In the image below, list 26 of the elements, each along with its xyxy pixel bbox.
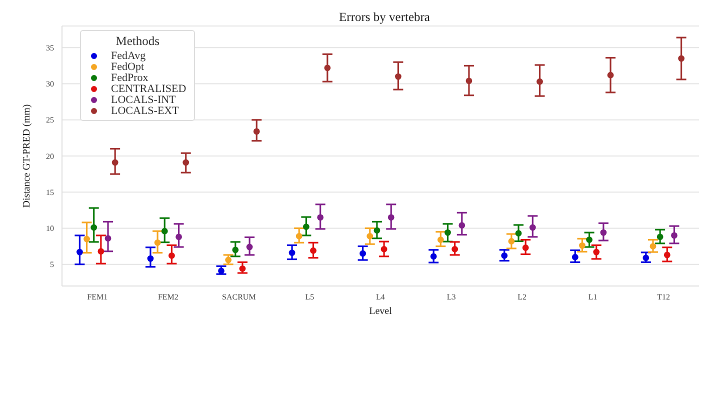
y-tick-label: 10 [46, 224, 54, 234]
y-tick-label: 20 [46, 152, 54, 161]
x-tick-label: FEM2 [158, 292, 178, 302]
x-tick-label: L4 [376, 292, 385, 302]
y-tick-label: 15 [46, 188, 54, 197]
x-tick-label: L2 [518, 292, 526, 302]
x-tick-label: SACRUM [222, 292, 256, 302]
y-tick-label: 35 [46, 44, 54, 53]
y-axis-title: Distance GT-PRED (mm) [22, 104, 33, 208]
chart-title: Errors by vertebra [339, 10, 430, 24]
y-tick-label: 25 [46, 116, 54, 125]
legend-label: FedOpt [111, 60, 144, 72]
x-tick-label: L5 [305, 292, 314, 302]
x-tick-label: L3 [446, 292, 456, 302]
legend-label: LOCALS-EXT [111, 104, 179, 116]
legend-label: FedAvg [111, 50, 146, 62]
x-tick-label: FEM1 [87, 292, 108, 302]
legend-title: Methods [114, 34, 160, 49]
y-tick-label: 5 [50, 260, 54, 270]
x-axis-title: Level [369, 306, 392, 317]
legend-label: CENTRALISED [111, 82, 186, 94]
legend-label: FedProx [111, 72, 148, 84]
x-tick-label: T12 [657, 292, 670, 302]
x-tick-label: L1 [588, 292, 598, 302]
legend-label: LOCALS-INT [111, 94, 176, 106]
y-tick-label: 30 [46, 80, 54, 89]
